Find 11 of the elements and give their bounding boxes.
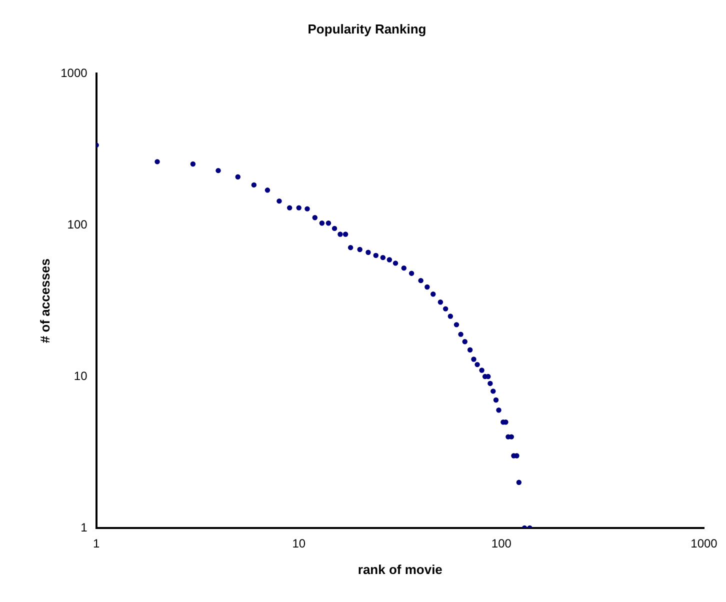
- y-tick-label: 10: [74, 368, 88, 383]
- y-tick-label: 1000: [60, 66, 88, 80]
- y-tick-label: 100: [67, 217, 88, 232]
- x-tick-label: 1000: [690, 536, 718, 551]
- y-axis-title: # of accesses: [37, 258, 52, 344]
- x-axis-title: rank of movie: [358, 562, 442, 577]
- y-tick-label: 1: [80, 520, 88, 534]
- x-tick-label: 100: [491, 536, 512, 551]
- x-tick-label: 10: [292, 536, 306, 551]
- x-tick-label: 1: [92, 536, 100, 551]
- chart-title: Popularity Ranking: [308, 21, 426, 36]
